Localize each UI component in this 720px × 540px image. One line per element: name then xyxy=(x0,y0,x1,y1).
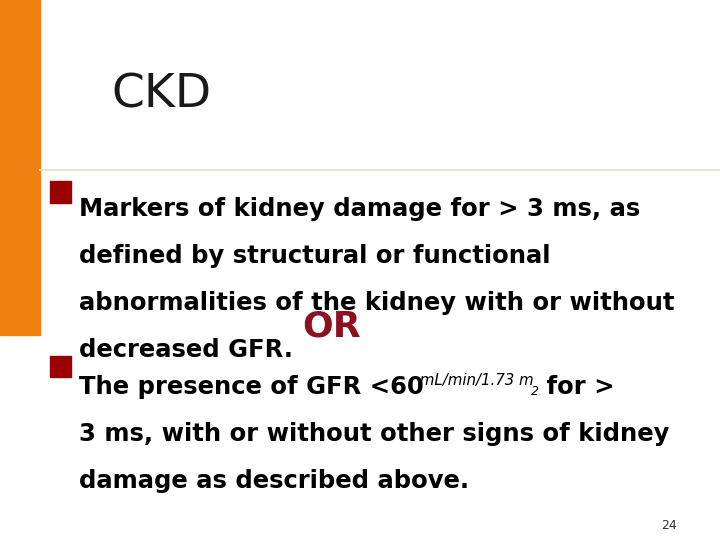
Text: decreased GFR.: decreased GFR. xyxy=(79,338,293,362)
Text: 24: 24 xyxy=(661,519,677,532)
Bar xyxy=(0,0,40,335)
Text: damage as described above.: damage as described above. xyxy=(79,469,469,493)
Text: 3 ms, with or without other signs of kidney: 3 ms, with or without other signs of kid… xyxy=(79,422,670,446)
Text: defined by structural or functional: defined by structural or functional xyxy=(79,244,551,268)
Text: CKD: CKD xyxy=(112,73,212,118)
Text: abnormalities of the kidney with or without: abnormalities of the kidney with or with… xyxy=(79,291,675,315)
Text: 2: 2 xyxy=(531,385,539,398)
Text: The presence of GFR <60: The presence of GFR <60 xyxy=(79,375,424,399)
Text: for >: for > xyxy=(538,375,614,399)
Bar xyxy=(50,181,71,202)
Bar xyxy=(50,356,71,377)
Text: Markers of kidney damage for > 3 ms, as: Markers of kidney damage for > 3 ms, as xyxy=(79,197,641,221)
Text: mL/min/1.73 m: mL/min/1.73 m xyxy=(415,373,534,388)
Text: OR: OR xyxy=(302,310,361,343)
